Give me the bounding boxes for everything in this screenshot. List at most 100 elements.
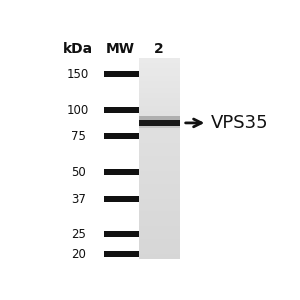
Bar [139,148,181,151]
Text: 37: 37 [71,193,86,206]
Bar [139,194,181,196]
Bar [139,241,181,244]
Text: 25: 25 [71,228,86,241]
Bar [139,70,181,73]
Bar [104,251,139,257]
Bar [139,101,181,103]
Bar [139,236,181,239]
Bar [139,169,181,171]
Bar [139,199,181,201]
Bar [139,76,181,78]
Bar [139,78,181,81]
Bar [139,138,181,141]
Bar [104,196,139,202]
Bar [139,61,181,63]
Bar [139,85,181,88]
Bar [139,244,181,246]
Bar [139,158,181,161]
Bar [139,58,181,61]
Text: MW: MW [106,42,134,56]
Bar [139,118,181,121]
Bar [139,133,181,136]
Bar [139,63,181,65]
Bar [139,106,181,108]
Bar [139,143,181,146]
Bar [104,133,139,139]
Bar [104,107,139,113]
Bar [139,98,181,101]
Bar [139,186,181,189]
Bar [139,93,181,96]
Bar [139,246,181,249]
Bar [139,91,181,93]
Bar [139,221,181,224]
Bar [139,226,181,229]
Bar [139,256,181,259]
Text: 150: 150 [67,68,89,81]
Bar [139,234,181,236]
Bar [139,153,181,156]
Bar [139,206,181,209]
Bar [139,108,181,111]
Bar [139,191,181,194]
Bar [139,88,181,91]
Bar [104,231,139,237]
Bar [139,161,181,164]
Text: 100: 100 [67,104,89,117]
Bar [139,126,181,128]
Bar [139,239,181,241]
Bar [139,128,181,131]
Bar [139,201,181,204]
Bar [139,196,181,199]
Bar [139,68,181,70]
Bar [139,214,181,216]
Bar [139,120,181,126]
Bar [139,204,181,206]
Text: 2: 2 [154,42,163,56]
Bar [139,251,181,254]
Bar [139,131,181,133]
Bar [139,156,181,158]
Bar [139,254,181,256]
Bar [139,121,181,123]
Text: kDa: kDa [63,42,93,56]
Bar [139,173,181,176]
Bar [139,126,181,128]
Text: 50: 50 [71,166,86,179]
Text: 75: 75 [71,130,86,143]
Bar [139,146,181,148]
Bar [139,116,181,118]
Bar [139,113,181,116]
Bar [139,136,181,138]
Bar [139,189,181,191]
Bar [139,216,181,219]
Bar [139,116,181,120]
Bar [139,83,181,86]
Bar [139,166,181,169]
Bar [139,209,181,211]
Bar [139,184,181,186]
Bar [139,81,181,83]
Bar [104,71,139,77]
Bar [139,229,181,231]
Bar [139,141,181,143]
Bar [139,224,181,226]
Bar [139,211,181,214]
Bar [139,231,181,234]
Bar [139,73,181,76]
Bar [139,151,181,153]
Bar [139,219,181,221]
Bar [139,111,181,113]
Bar [139,181,181,184]
Bar [139,96,181,98]
Bar [139,103,181,106]
Bar [139,65,181,68]
Bar [139,164,181,166]
Bar [139,123,181,126]
Bar [104,169,139,175]
Bar [139,178,181,181]
Text: 20: 20 [71,248,86,261]
Bar [139,249,181,251]
Text: VPS35: VPS35 [211,114,268,132]
Bar [139,171,181,173]
